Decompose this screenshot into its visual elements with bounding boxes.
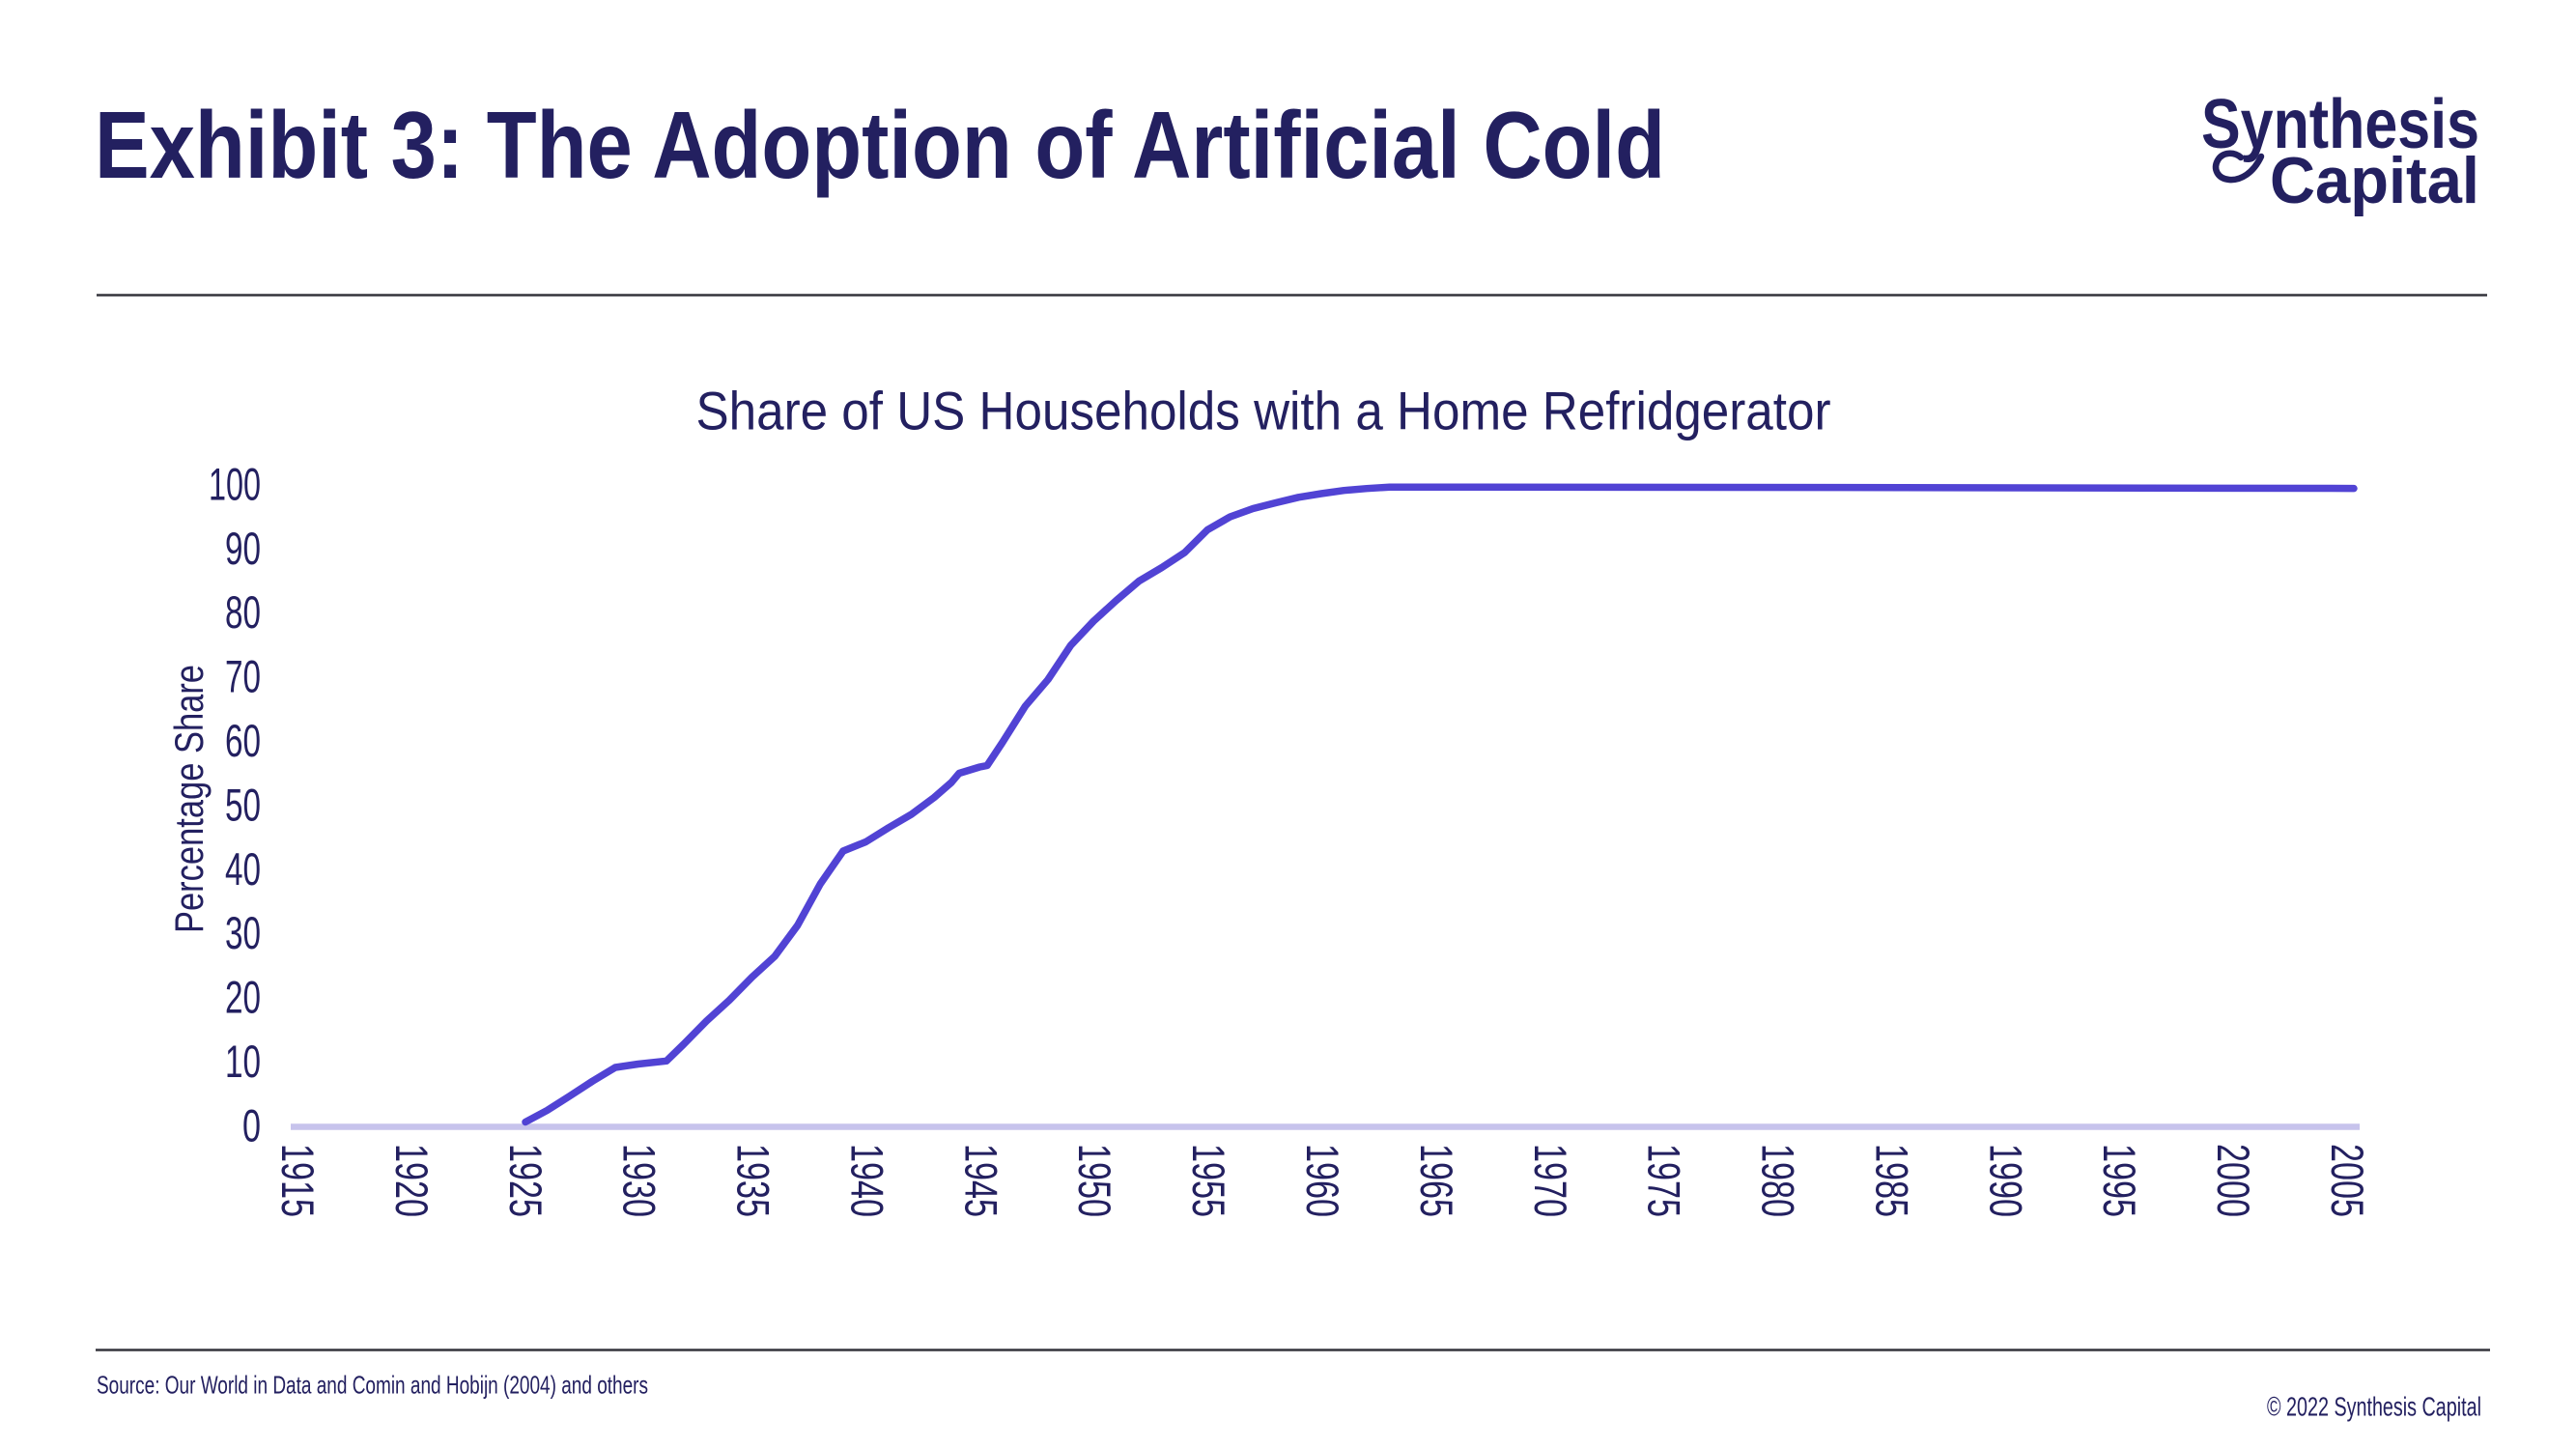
svg-text:1955: 1955 xyxy=(1182,1144,1233,1217)
svg-text:Capital: Capital xyxy=(2270,144,2479,217)
svg-text:1970: 1970 xyxy=(1524,1144,1575,1217)
svg-text:Synthesis: Synthesis xyxy=(2201,86,2479,163)
svg-text:100: 100 xyxy=(209,459,261,510)
svg-text:20: 20 xyxy=(225,973,261,1024)
svg-text:40: 40 xyxy=(225,844,261,895)
svg-text:60: 60 xyxy=(225,716,261,767)
svg-text:1965: 1965 xyxy=(1410,1144,1461,1217)
svg-text:10: 10 xyxy=(225,1037,261,1088)
svg-text:80: 80 xyxy=(225,587,261,639)
svg-text:50: 50 xyxy=(225,780,261,831)
svg-text:90: 90 xyxy=(225,524,261,575)
svg-text:1950: 1950 xyxy=(1068,1144,1119,1217)
svg-text:1940: 1940 xyxy=(840,1144,892,1217)
svg-text:Percentage Share: Percentage Share xyxy=(166,665,212,933)
svg-text:Share of US Households with a: Share of US Households with a Home Refri… xyxy=(696,382,1831,441)
svg-text:1980: 1980 xyxy=(1752,1144,1803,1217)
svg-text:30: 30 xyxy=(225,908,261,959)
svg-text:1930: 1930 xyxy=(613,1144,665,1217)
svg-text:Source: Our World in Data and: Source: Our World in Data and Comin and … xyxy=(97,1371,648,1400)
svg-text:1920: 1920 xyxy=(385,1144,437,1217)
svg-text:© 2022 Synthesis Capital: © 2022 Synthesis Capital xyxy=(2267,1392,2481,1422)
svg-text:2005: 2005 xyxy=(2321,1144,2372,1217)
svg-text:2000: 2000 xyxy=(2207,1144,2258,1217)
svg-text:1985: 1985 xyxy=(1865,1144,1916,1217)
svg-text:70: 70 xyxy=(225,652,261,703)
svg-text:1925: 1925 xyxy=(499,1144,551,1217)
svg-text:1945: 1945 xyxy=(954,1144,1005,1217)
svg-text:0: 0 xyxy=(242,1100,261,1151)
svg-text:1935: 1935 xyxy=(727,1144,778,1217)
svg-text:1995: 1995 xyxy=(2093,1144,2144,1217)
svg-text:1975: 1975 xyxy=(1638,1144,1689,1217)
svg-text:Exhibit 3: The Adoption of Art: Exhibit 3: The Adoption of Artificial Co… xyxy=(95,92,1665,198)
svg-text:1960: 1960 xyxy=(1296,1144,1347,1217)
svg-text:1990: 1990 xyxy=(1979,1144,2030,1217)
svg-text:1915: 1915 xyxy=(271,1144,323,1217)
